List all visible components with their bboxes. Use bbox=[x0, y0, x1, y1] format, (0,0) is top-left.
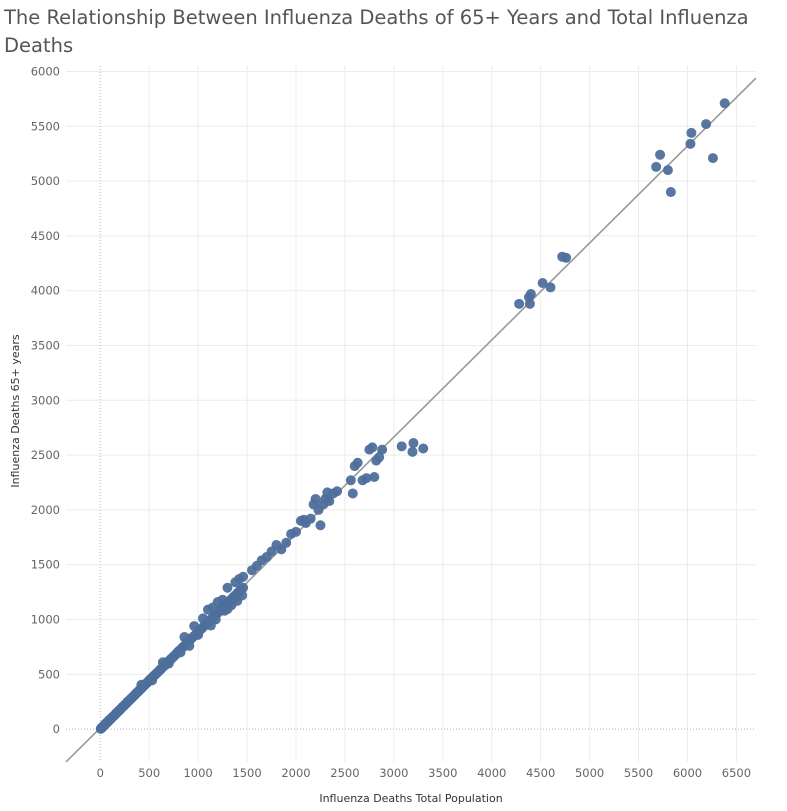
x-tick-label: 4500 bbox=[526, 766, 555, 780]
data-point bbox=[651, 161, 662, 172]
data-point bbox=[219, 605, 230, 616]
axis-layer bbox=[66, 66, 756, 762]
x-tick-label: 1000 bbox=[183, 766, 212, 780]
data-point bbox=[701, 119, 712, 130]
data-point bbox=[396, 441, 407, 452]
x-tick-label: 3500 bbox=[428, 766, 457, 780]
data-point bbox=[310, 493, 321, 504]
data-point bbox=[719, 98, 730, 109]
x-tick-label: 0 bbox=[97, 766, 104, 780]
y-tick-label: 2500 bbox=[31, 448, 60, 462]
data-point bbox=[665, 187, 676, 198]
y-tick-label: 5500 bbox=[31, 119, 60, 133]
x-tick-label: 5500 bbox=[624, 766, 653, 780]
data-point bbox=[198, 613, 209, 624]
data-point bbox=[361, 473, 372, 484]
data-point bbox=[324, 496, 335, 507]
y-tick-label: 3500 bbox=[31, 338, 60, 352]
data-point bbox=[222, 582, 233, 593]
tick-label-layer: 0 500 1000 1500 2000 2500 3000 3500 4000 4500 5000… bbox=[31, 64, 751, 780]
data-point bbox=[374, 452, 385, 463]
data-point bbox=[545, 282, 556, 293]
data-point bbox=[291, 526, 301, 537]
chart-title: The Relationship Between Influenza Death… bbox=[4, 6, 749, 57]
data-point bbox=[686, 127, 697, 138]
x-tick-label: 6000 bbox=[673, 766, 702, 780]
y-axis-title: Influenza Deaths 65+ years bbox=[9, 334, 22, 488]
data-point bbox=[202, 604, 213, 615]
data-point bbox=[315, 520, 326, 531]
data-point bbox=[179, 632, 190, 643]
y-tick-label: 1500 bbox=[31, 558, 60, 572]
data-point bbox=[537, 278, 548, 289]
y-tick-label: 2000 bbox=[31, 503, 60, 517]
data-point bbox=[281, 537, 292, 548]
data-point bbox=[210, 614, 221, 625]
data-point bbox=[238, 571, 249, 582]
x-tick-label: 5000 bbox=[575, 766, 604, 780]
x-tick-label: 4000 bbox=[477, 766, 506, 780]
data-point bbox=[212, 596, 223, 607]
data-point bbox=[157, 657, 168, 668]
data-point bbox=[193, 629, 204, 640]
data-point bbox=[230, 577, 241, 588]
data-point bbox=[655, 149, 666, 160]
grid-layer bbox=[66, 66, 756, 762]
y-tick-label: 3000 bbox=[31, 393, 60, 407]
data-point bbox=[377, 444, 388, 455]
x-tick-label: 500 bbox=[138, 766, 160, 780]
data-point bbox=[352, 457, 363, 468]
data-point bbox=[369, 472, 380, 483]
data-point bbox=[305, 513, 316, 524]
y-tick-label: 4500 bbox=[31, 229, 60, 243]
y-tick-label: 500 bbox=[38, 667, 60, 681]
data-point bbox=[175, 647, 186, 658]
y-tick-label: 5000 bbox=[31, 174, 60, 188]
y-tick-label: 0 bbox=[53, 722, 60, 736]
data-point bbox=[367, 442, 378, 453]
x-tick-label: 6500 bbox=[722, 766, 751, 780]
y-tick-label: 4000 bbox=[31, 284, 60, 298]
data-point bbox=[147, 675, 158, 686]
data-point bbox=[561, 252, 572, 263]
data-point bbox=[707, 153, 718, 164]
data-point bbox=[238, 582, 249, 593]
point-layer bbox=[95, 98, 730, 734]
data-point bbox=[407, 446, 418, 457]
x-axis-title: Influenza Deaths Total Population bbox=[319, 792, 502, 805]
x-tick-label: 2000 bbox=[281, 766, 310, 780]
data-point bbox=[230, 592, 241, 603]
data-point bbox=[662, 165, 673, 176]
x-tick-label: 1500 bbox=[232, 766, 261, 780]
data-point bbox=[408, 438, 419, 449]
data-point bbox=[525, 288, 536, 299]
data-point bbox=[685, 138, 696, 149]
y-tick-label: 1000 bbox=[31, 613, 60, 627]
data-point bbox=[184, 640, 195, 651]
data-point bbox=[136, 679, 147, 690]
x-tick-label: 2500 bbox=[330, 766, 359, 780]
data-point bbox=[514, 298, 525, 309]
data-point bbox=[189, 621, 200, 632]
x-tick-label: 3000 bbox=[379, 766, 408, 780]
data-point bbox=[418, 443, 429, 454]
y-tick-label: 6000 bbox=[31, 64, 60, 78]
data-point bbox=[347, 488, 358, 499]
data-point bbox=[345, 475, 356, 486]
data-point bbox=[332, 486, 343, 497]
